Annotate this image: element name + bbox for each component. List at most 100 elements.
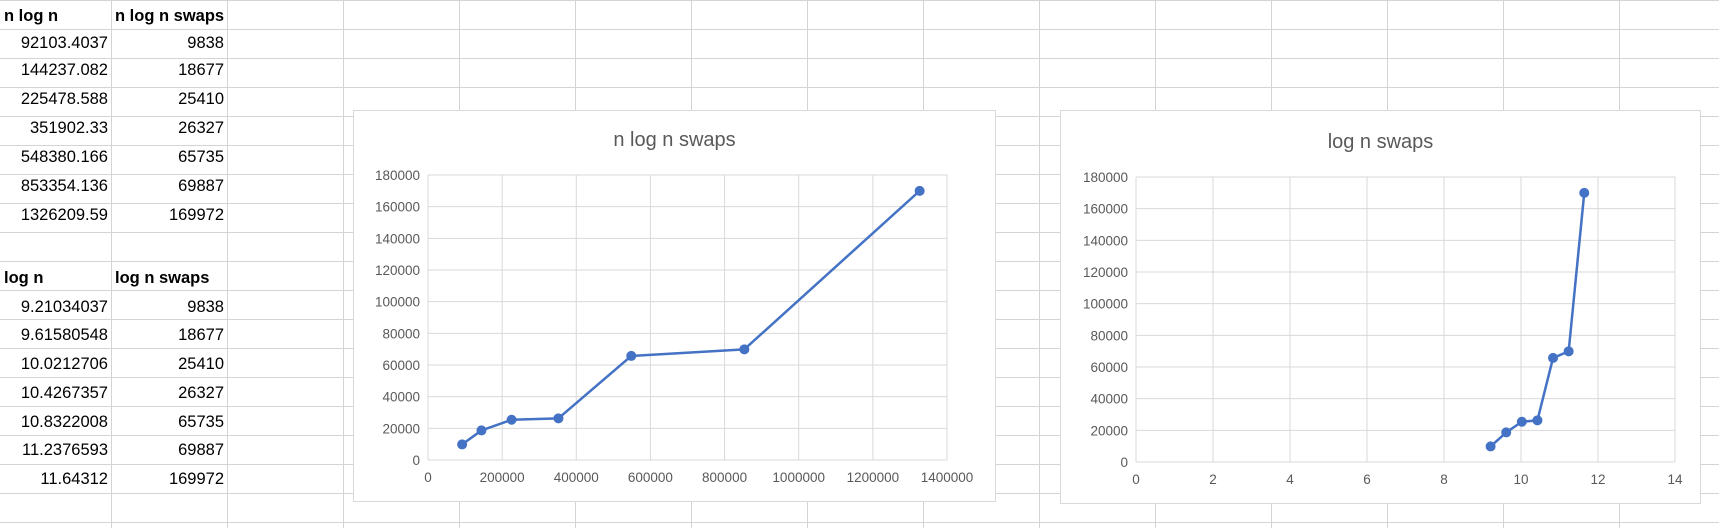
x-tick-label: 800000 [702,470,747,485]
table-row: 10.8322008 65735 [0,408,230,437]
table-cell[interactable]: 1326209.59 [20,206,108,224]
table-cell[interactable]: 853354.136 [20,177,108,195]
table-row: 548380.166 65735 [0,143,230,172]
chart-title: log n swaps [1327,131,1434,153]
y-tick-label: 80000 [1090,328,1128,343]
table-row: 9.61580548 18677 [0,321,230,350]
table-cell[interactable]: 18677 [178,326,224,344]
table-row: 351902.33 26327 [0,114,230,143]
table-row: 11.64312 169972 [0,465,230,494]
table-row: 11.2376593 69887 [0,436,230,465]
table-cell[interactable]: 9.21034037 [20,298,108,316]
y-tick-label: 160000 [1083,202,1128,217]
x-tick-label: 200000 [480,470,525,485]
header-cell[interactable]: log n [4,269,44,287]
table-cell[interactable]: 65735 [178,413,224,431]
table-cell[interactable]: 69887 [178,177,224,195]
table-row: 144237.082 18677 [0,56,230,85]
x-tick-label: 1000000 [772,470,825,485]
x-tick-label: 10 [1513,472,1528,487]
data-point [1532,415,1543,426]
data-point [476,425,487,436]
y-tick-label: 60000 [382,358,420,373]
table-header-row: log n log n swaps [0,264,230,293]
table-cell[interactable]: 65735 [178,148,224,166]
data-point [1548,352,1559,363]
y-tick-label: 40000 [382,390,420,405]
header-cell[interactable]: n log n [4,7,59,25]
data-point [1579,187,1590,198]
x-tick-label: 12 [1590,472,1605,487]
y-tick-label: 180000 [1083,170,1128,185]
table-header-row: n log n n log n swaps [0,2,230,31]
table-cell[interactable]: 11.64312 [40,470,108,488]
table-cell[interactable]: 10.4267357 [20,384,108,402]
data-point [1485,441,1496,452]
table-cell[interactable]: 169972 [168,206,224,224]
table-cell[interactable]: 18677 [178,61,224,79]
table-cell[interactable]: 11.2376593 [22,441,108,459]
y-tick-label: 40000 [1090,392,1128,407]
table-cell[interactable]: 548380.166 [20,148,108,166]
table-cell[interactable]: 25410 [178,90,224,108]
x-tick-label: 400000 [554,470,599,485]
y-tick-label: 80000 [382,326,420,341]
chart-title: n log n swaps [613,129,736,151]
data-point [1516,416,1527,427]
y-tick-label: 160000 [375,200,420,215]
y-tick-label: 140000 [1083,233,1128,248]
table-row: 9.21034037 9838 [0,293,230,322]
x-tick-label: 6 [1363,472,1371,487]
table-cell[interactable]: 9838 [187,298,224,316]
x-tick-label: 0 [1132,472,1140,487]
chart-plot: 0 20000 40000 60000 80000 100000 120000 140000 1… [1083,170,1683,487]
y-tick-label: 0 [412,453,420,468]
y-tick-label: 100000 [1083,297,1128,312]
table-cell[interactable]: 144237.082 [20,61,108,79]
table-row: 10.0212706 25410 [0,350,230,379]
x-tick-label: 14 [1667,472,1683,487]
header-cell[interactable]: n log n swaps [115,7,225,25]
data-point [1501,427,1512,438]
table-cell[interactable]: 92103.4037 [20,34,108,52]
table-cell[interactable]: 26327 [178,384,224,402]
table-cell[interactable]: 25410 [178,355,224,373]
x-tick-label: 4 [1286,472,1294,487]
x-tick-label: 600000 [628,470,673,485]
table-cell[interactable]: 9.61580548 [20,326,108,344]
y-tick-label: 180000 [375,168,420,183]
y-tick-label: 60000 [1090,360,1128,375]
table-row: 1326209.59 169972 [0,201,230,230]
y-tick-label: 20000 [1090,423,1128,438]
data-point [914,185,925,196]
table-cell[interactable]: 351902.33 [30,119,108,137]
table-cell[interactable]: 69887 [178,441,224,459]
x-tick-label: 1200000 [847,470,900,485]
chart-plot: 0 20000 40000 60000 80000 100000 120000 140000 1… [375,168,974,485]
y-tick-label: 140000 [375,231,420,246]
y-tick-label: 120000 [1083,265,1128,280]
x-tick-label: 0 [424,470,432,485]
data-point [457,439,468,450]
table-cell[interactable]: 169972 [168,470,224,488]
header-cell[interactable]: log n swaps [115,269,210,287]
data-point [553,413,564,424]
data-point [739,344,750,355]
series-line [461,189,921,446]
y-tick-label: 100000 [375,295,420,310]
chart-nlogn-swaps[interactable]: n log n swaps 0 20000 40000 60000 80000 10000… [353,110,996,502]
table-cell[interactable]: 10.8322008 [20,413,108,431]
y-tick-label: 120000 [375,263,420,278]
chart-logn-swaps[interactable]: log n swaps 0 20000 40000 60000 80000 100000 1… [1060,110,1701,504]
data-point [1563,346,1574,357]
x-tick-label: 8 [1440,472,1448,487]
y-tick-label: 20000 [382,421,420,436]
table-cell[interactable]: 225478.588 [20,90,108,108]
data-point [506,414,517,425]
data-point [626,350,637,361]
table-cell[interactable]: 9838 [187,34,224,52]
table-cell[interactable]: 26327 [178,119,224,137]
x-tick-label: 1400000 [921,470,974,485]
table-row: 853354.136 69887 [0,172,230,201]
table-cell[interactable]: 10.0212706 [20,355,108,373]
